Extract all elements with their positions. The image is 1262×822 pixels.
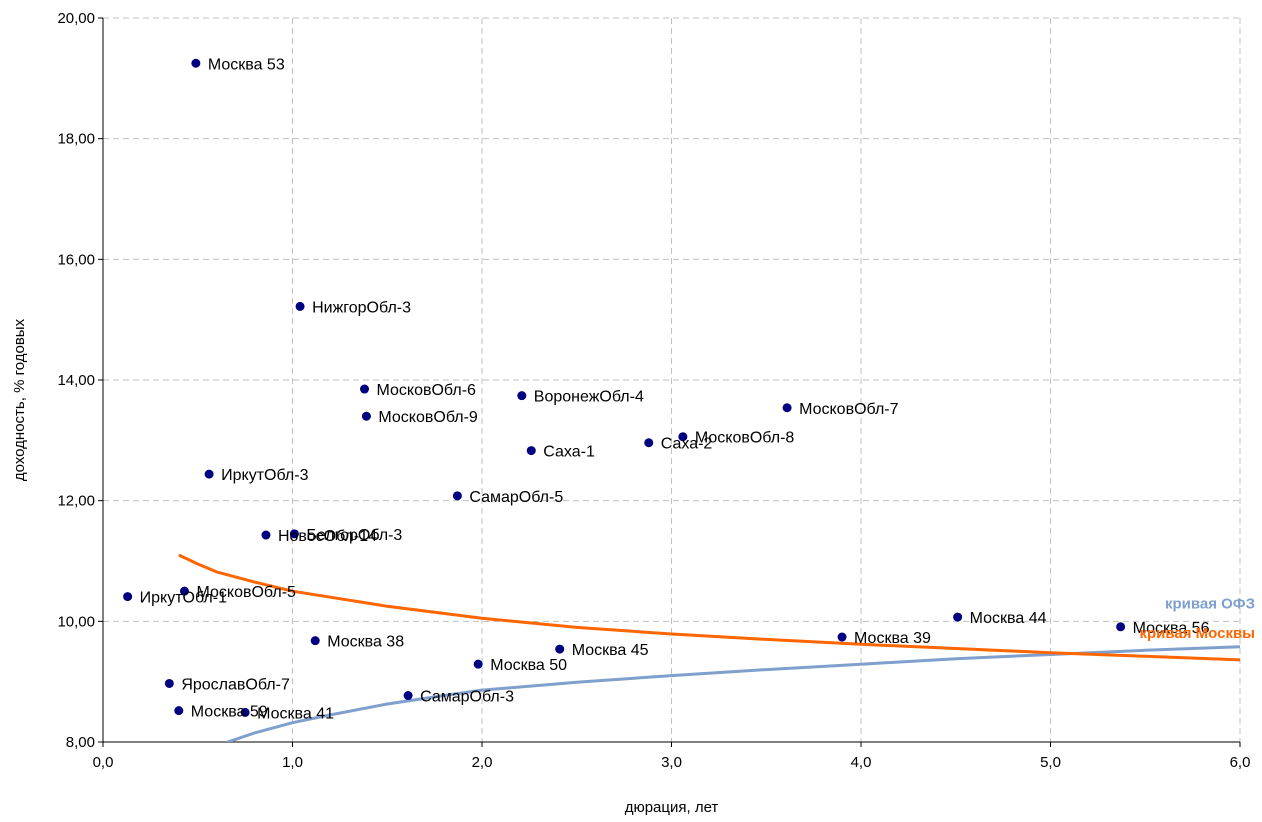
point-label: ВоронежОбл-4: [534, 389, 644, 406]
point-label: НовосОбл-14: [278, 528, 377, 545]
point-label: Москва 50: [490, 657, 567, 674]
scatter-point: [678, 432, 688, 442]
point-label: МосковОбл-7: [799, 401, 899, 418]
scatter-point: [295, 301, 305, 311]
y-tick-label: 10,00: [57, 613, 95, 630]
x-axis-title: дюрация, лет: [625, 799, 719, 816]
scatter-point: [179, 586, 189, 596]
point-label: МосковОбл-8: [695, 430, 795, 447]
scatter-point: [644, 438, 654, 448]
point-label: Москва 39: [854, 630, 931, 647]
scatter-point: [123, 592, 133, 602]
point-label: Москва 44: [970, 610, 1047, 627]
scatter-point: [555, 644, 565, 654]
scatter-point: [526, 446, 536, 456]
x-tick-label: 5,0: [1040, 754, 1061, 771]
point-label: МосковОбл-9: [378, 409, 478, 426]
x-tick-labels: 0,0 1,0 2,0 3,0 4,0 5,0 6,0: [93, 742, 1251, 771]
scatter-point: [191, 58, 201, 68]
point-label: Москва 56: [1133, 620, 1210, 637]
y-tick-label: 12,00: [57, 493, 95, 510]
x-tick-label: 2,0: [472, 754, 493, 771]
point-label: Саха-2: [661, 436, 713, 453]
y-tick-label: 8,00: [66, 734, 95, 751]
y-tick-label: 16,00: [57, 251, 95, 268]
point-label: Москва 45: [572, 642, 649, 659]
point-label: Саха-1: [543, 444, 595, 461]
point-label: Москва 59: [191, 704, 268, 721]
scatter-point: [1116, 622, 1126, 632]
point-label: Москва 41: [257, 705, 334, 722]
y-tick-label: 20,00: [57, 10, 95, 27]
point-label: СамарОбл-5: [469, 489, 563, 506]
point-label: БелгорОбл-3: [306, 527, 402, 544]
scatter-point: [452, 491, 462, 501]
y-tick-label: 14,00: [57, 372, 95, 389]
x-tick-label: 6,0: [1230, 754, 1251, 771]
ofz-curve-line: [225, 645, 1240, 742]
scatter-point: [174, 706, 184, 716]
scatter-point: [164, 678, 174, 688]
point-label: ИркутОбл-1: [140, 590, 227, 607]
scatter-points: [123, 58, 1126, 717]
scatter-point: [953, 612, 963, 622]
scatter-point: [837, 632, 847, 642]
point-label: МосковОбл-6: [377, 382, 477, 399]
scatter-point: [782, 403, 792, 413]
scatter-point: [473, 659, 483, 669]
x-tick-label: 3,0: [661, 754, 682, 771]
series-lines: [178, 553, 1240, 742]
moscow-curve-label: кривая Москвы: [1139, 625, 1255, 642]
point-labels: Москва 53 НижгорОбл-3 МосковОбл-6 МосковОбл…: [140, 56, 1210, 722]
point-label: ИркутОбл-3: [221, 467, 308, 484]
scatter-point: [403, 691, 413, 701]
point-label: МосковОбл-5: [196, 584, 296, 601]
scatter-point: [360, 384, 370, 394]
scatter-point: [289, 529, 299, 539]
scatter-point: [261, 530, 271, 540]
point-label: Москва 38: [327, 634, 404, 651]
x-tick-label: 1,0: [282, 754, 303, 771]
point-label: СамарОбл-3: [420, 689, 514, 706]
grid: [103, 17, 1241, 742]
series-labels: кривая ОФЗ кривая Москвы: [1139, 596, 1255, 642]
x-tick-label: 0,0: [93, 754, 114, 771]
point-label: Москва 53: [208, 56, 285, 73]
y-tick-label: 18,00: [57, 131, 95, 148]
point-label: ЯрославОбл-7: [181, 676, 290, 693]
ofz-curve-label: кривая ОФЗ: [1165, 596, 1255, 613]
y-axis-title: доходность, % годовых: [11, 318, 28, 481]
scatter-point: [310, 636, 320, 646]
point-label: НижгорОбл-3: [312, 299, 411, 316]
y-tick-labels: 8,00 10,00 12,00 14,00 16,00 18,00 20,00: [57, 10, 103, 751]
scatter-point: [204, 469, 214, 479]
scatter-point: [361, 411, 371, 421]
x-tick-label: 4,0: [851, 754, 872, 771]
moscow-curve-line: [178, 553, 1240, 662]
scatter-point: [240, 707, 250, 717]
scatter-point: [517, 391, 527, 401]
